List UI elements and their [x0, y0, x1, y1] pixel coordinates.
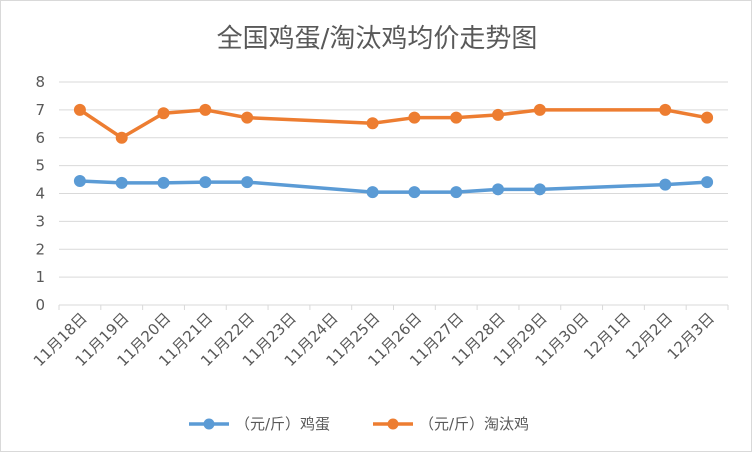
legend-marker — [387, 418, 399, 430]
data-point — [157, 107, 170, 120]
y-tick-label: 3 — [35, 212, 45, 230]
data-point — [450, 111, 463, 124]
data-point — [701, 176, 714, 189]
data-point — [533, 103, 546, 116]
data-point — [73, 103, 86, 116]
y-tick-label: 5 — [35, 157, 45, 175]
y-tick-label: 7 — [35, 101, 45, 119]
data-point — [73, 174, 86, 187]
data-point — [366, 186, 379, 199]
y-tick-label: 6 — [35, 129, 45, 147]
data-point — [408, 186, 421, 199]
data-point — [366, 117, 379, 130]
data-point — [659, 103, 672, 116]
data-point — [450, 186, 463, 199]
x-tick-label: 12月3日 — [664, 309, 718, 363]
y-tick-label: 8 — [35, 73, 45, 91]
y-tick-label: 4 — [35, 185, 45, 203]
legend-item: （元/斤）鸡蛋 — [189, 415, 330, 433]
data-point — [199, 103, 212, 116]
series-line — [78, 108, 708, 140]
data-point — [241, 176, 254, 189]
data-point — [157, 176, 170, 189]
y-tick-label: 2 — [35, 240, 45, 258]
data-point — [701, 111, 714, 124]
legend-marker — [203, 418, 215, 430]
y-tick-label: 1 — [35, 268, 45, 286]
y-tick-label: 0 — [35, 296, 45, 314]
y-axis-ticks: 0 1 2 3 4 5 6 7 8 — [35, 73, 45, 314]
series-1 — [73, 174, 714, 199]
legend-item: （元/斤）淘汰鸡 — [373, 415, 529, 433]
legend-label: （元/斤）鸡蛋 — [235, 415, 330, 433]
legend: （元/斤）鸡蛋 （元/斤）淘汰鸡 — [189, 415, 529, 433]
data-point — [199, 176, 212, 189]
data-point — [115, 176, 128, 189]
data-point — [241, 111, 254, 124]
chart-title: 全国鸡蛋/淘汰鸡均价走势图 — [217, 24, 538, 54]
series-line — [79, 179, 708, 194]
data-point — [659, 178, 672, 191]
data-point — [533, 183, 546, 196]
data-point — [408, 111, 421, 124]
data-point — [492, 108, 505, 121]
series-lines — [73, 103, 714, 199]
x-axis-ticks: 11月18日11月19日11月20日11月21日11月22日11月23日11月2… — [30, 305, 729, 370]
data-point — [492, 183, 505, 196]
series-2 — [73, 103, 714, 144]
legend-label: （元/斤）淘汰鸡 — [419, 415, 529, 433]
data-point — [115, 131, 128, 144]
